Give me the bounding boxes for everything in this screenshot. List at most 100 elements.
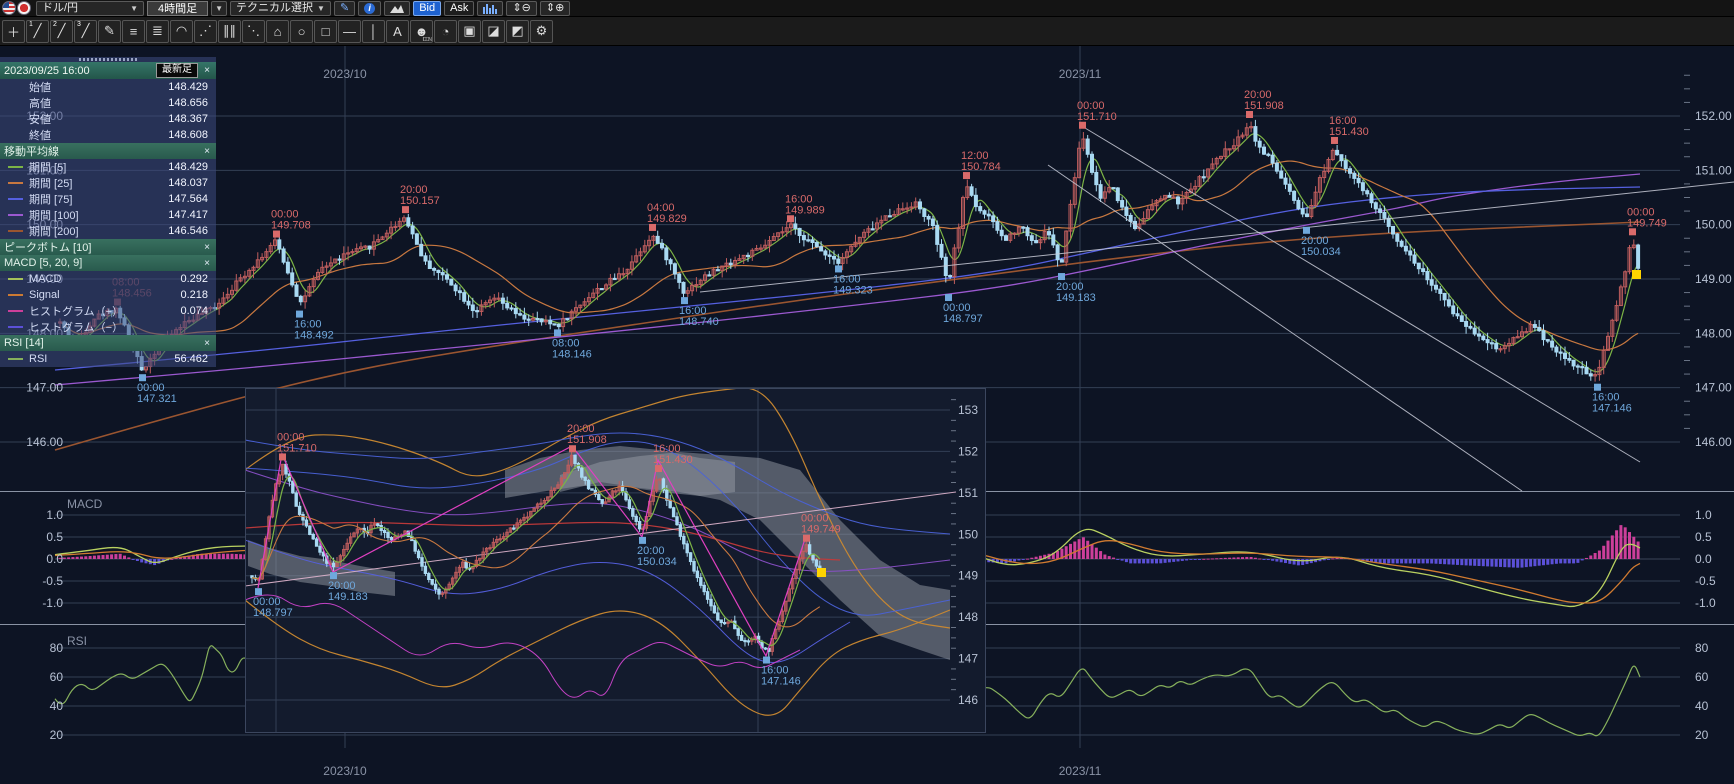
series-color-swatch: [8, 166, 23, 168]
rsi-row: RSI 56.462: [0, 351, 216, 367]
ohlc-row: 高値 148.656: [29, 97, 208, 110]
pentagon-tool[interactable]: ⌂: [266, 19, 289, 43]
chevron-down-icon: ▼: [130, 3, 138, 13]
svg-text:0.5: 0.5: [46, 530, 63, 544]
trendline2-tool[interactable]: ╱ 2: [50, 19, 73, 43]
close-icon[interactable]: ×: [204, 65, 210, 76]
svg-text:80: 80: [1695, 641, 1709, 655]
zoom-out-button[interactable]: ⇕⊖: [506, 0, 537, 16]
svg-text:147.146: 147.146: [761, 676, 801, 688]
date-label-bottom: 2023/10: [323, 764, 367, 778]
timeframe-dropdown-button[interactable]: ▼: [211, 0, 228, 16]
pair-selector[interactable]: ドル/円 ▼: [36, 0, 144, 16]
series-color-swatch: [8, 214, 23, 216]
overlay-chart[interactable]: 15315215115014914814714600:00151.71020:0…: [246, 389, 985, 732]
svg-text:00:00: 00:00: [1627, 206, 1655, 218]
trendline3-tool[interactable]: ╱ 3: [74, 19, 97, 43]
svg-text:1.0: 1.0: [46, 508, 63, 522]
close-icon[interactable]: ×: [204, 145, 210, 157]
svg-text:-1.0: -1.0: [1695, 596, 1716, 610]
trendline1-tool[interactable]: ╱ 1: [26, 19, 49, 43]
date-label-top: 2023/11: [1059, 67, 1102, 81]
svg-text:146: 146: [958, 693, 978, 707]
overlay-chart-window[interactable]: 153 152 151 150 149 148 147 146 00:00 151.710 20:0…: [245, 388, 986, 733]
clock-tool[interactable]: ◔: [434, 19, 457, 43]
gauge-tool[interactable]: ◠: [170, 19, 193, 43]
circle-tool[interactable]: ○: [290, 19, 313, 43]
macd-row: MACD 0.292: [0, 271, 216, 287]
copy-tool[interactable]: ▣: [458, 19, 481, 43]
eraser-all-tool[interactable]: ◩: [506, 19, 529, 43]
zoom-in-button[interactable]: ⇕⊕: [539, 0, 571, 16]
bars-icon: [483, 3, 498, 14]
rectangle-tool[interactable]: □: [314, 19, 337, 43]
series-color-swatch: [8, 198, 23, 200]
svg-text:147.00: 147.00: [26, 381, 63, 395]
parallel-lines-tool[interactable]: ≡: [122, 19, 145, 43]
current-price-marker: [1632, 270, 1641, 279]
svg-text:1.0: 1.0: [1695, 508, 1712, 522]
info-button[interactable]: i: [358, 0, 382, 16]
svg-text:0.0: 0.0: [1695, 552, 1712, 566]
macd-row: Signal 0.218: [0, 287, 216, 303]
icon-stamp-tool[interactable]: ☻ ICON: [410, 19, 433, 43]
zoom-in-icon: ⇕⊕: [545, 1, 565, 14]
main-trendlines[interactable]: [699, 127, 1734, 492]
panel-drag-handle[interactable]: [0, 57, 216, 62]
close-icon[interactable]: ×: [204, 241, 210, 253]
close-icon[interactable]: ×: [204, 257, 210, 269]
svg-text:148.740: 148.740: [679, 316, 719, 328]
svg-text:151.908: 151.908: [1244, 100, 1284, 112]
svg-text:149.749: 149.749: [1627, 217, 1667, 229]
ask-button[interactable]: Ask: [444, 0, 475, 16]
multi-lines-tool[interactable]: ≣: [146, 19, 169, 43]
close-icon[interactable]: ×: [204, 337, 210, 349]
svg-text:149.708: 149.708: [271, 220, 311, 232]
info-icon: i: [364, 2, 376, 14]
pencil-tool[interactable]: ✎: [98, 19, 121, 43]
svg-text:00:00: 00:00: [1077, 100, 1105, 112]
rsi-panel-title: RSI: [67, 634, 87, 648]
vline-tool[interactable]: │: [362, 19, 385, 43]
eraser-tool[interactable]: ◪: [482, 19, 505, 43]
latest-bar-button[interactable]: 最新足: [156, 63, 198, 78]
main-ma-lines: [54, 133, 1641, 451]
technical-selector-button[interactable]: テクニカル選択 ▼: [230, 0, 331, 16]
draw-mode-button[interactable]: ✎: [333, 0, 356, 16]
fan-lines-tool[interactable]: ⋰: [194, 19, 217, 43]
svg-text:148.797: 148.797: [943, 313, 983, 325]
pencil-icon: ✎: [339, 1, 350, 14]
text-tool[interactable]: A: [386, 19, 409, 43]
eraser-tool-icon: ◪: [487, 23, 500, 38]
vertical-lines-tool[interactable]: ∥∥: [218, 19, 241, 43]
svg-text:00:00: 00:00: [943, 302, 971, 314]
zoom-out-icon: ⇕⊖: [512, 1, 531, 14]
svg-text:40: 40: [1695, 699, 1709, 713]
svg-text:00:00: 00:00: [137, 382, 165, 394]
eraser-all-tool-icon: ◩: [511, 23, 524, 38]
ma-row: 期間 [25] 148.037: [0, 175, 216, 191]
area-chart-button[interactable]: [384, 0, 411, 16]
pentagon-tool-icon: ⌂: [273, 23, 282, 39]
bar-chart-button[interactable]: [477, 0, 504, 16]
angle-fan-tool[interactable]: ⋱: [242, 19, 265, 43]
crosshair-tool[interactable]: ＋: [2, 19, 25, 43]
svg-text:151.908: 151.908: [567, 434, 607, 446]
hline-tool[interactable]: —: [338, 19, 361, 43]
settings-tool[interactable]: ⚙: [530, 19, 553, 43]
bid-button[interactable]: Bid: [413, 0, 442, 16]
rsi-indicator: [54, 645, 1641, 737]
macd-section-header: MACD [5, 20, 9] ×: [0, 255, 216, 271]
svg-text:20:00: 20:00: [1301, 235, 1329, 247]
svg-text:149.749: 149.749: [801, 524, 841, 536]
